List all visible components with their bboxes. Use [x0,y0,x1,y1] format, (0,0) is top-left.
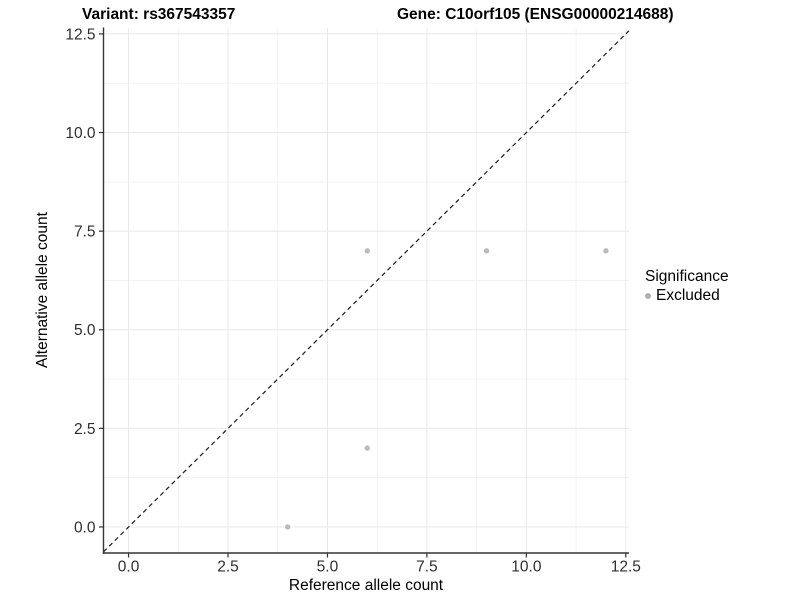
x-axis-ticks: 0.0 2.5 5.0 7.5 10.0 12.5 [118,553,641,576]
x-tick-label: 5.0 [317,559,339,576]
data-point [284,524,291,530]
y-axis-ticks: 0.0 2.5 5.0 7.5 10.0 12.5 [65,26,104,536]
x-tick-label: 7.5 [416,559,438,576]
legend-title: Significance [645,268,729,285]
legend-point-icon [645,293,651,299]
x-axis-title: Reference allele count [289,577,444,594]
legend: Significance Excluded [645,268,729,305]
identity-dashed-line [103,30,630,553]
data-point [603,248,609,254]
y-tick-label: 7.5 [74,224,96,241]
y-tick-label: 5.0 [74,322,96,339]
x-tick-label: 2.5 [217,559,239,576]
data-point [364,248,370,254]
data-points [284,248,609,530]
x-tick-label: 10.0 [511,559,542,576]
variant-title: Variant: rs367543357 [82,6,236,23]
data-point [483,248,490,254]
legend-item-label: Excluded [656,287,720,304]
y-tick-label: 0.0 [74,519,96,536]
y-tick-label: 12.5 [65,26,95,43]
x-tick-label: 12.5 [611,559,641,576]
gene-title: Gene: C10orf105 (ENSG00000214688) [397,6,674,23]
y-tick-label: 10.0 [65,125,96,142]
major-gridlines [103,28,629,553]
data-point [364,445,370,451]
minor-gridlines [103,28,629,553]
x-tick-label: 0.0 [118,559,140,576]
y-tick-label: 2.5 [74,421,96,438]
legend-item-excluded: Excluded [645,287,729,305]
y-axis-title: Alternative allele count [34,211,51,368]
